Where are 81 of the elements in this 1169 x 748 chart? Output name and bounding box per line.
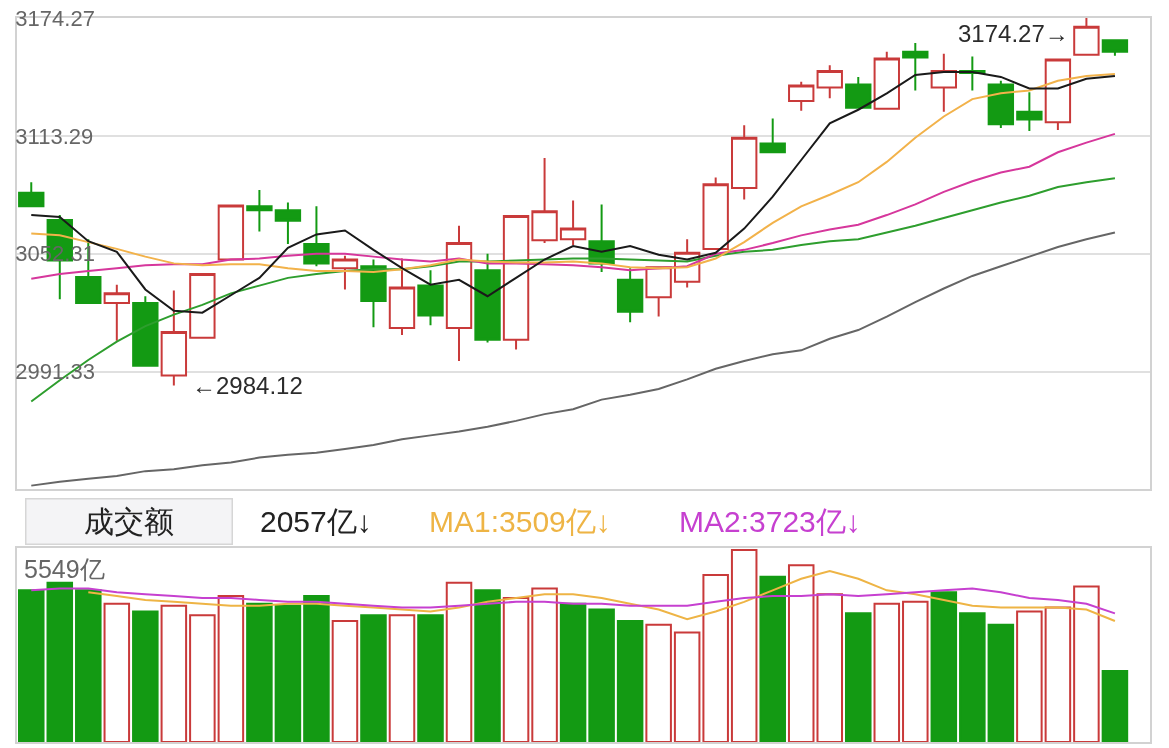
annotation: 3174.27→ [958, 20, 1069, 47]
candlestick [331, 254, 359, 291]
bar [702, 573, 729, 742]
candlestick [388, 257, 416, 336]
bar [730, 548, 758, 742]
candlestick [189, 273, 216, 339]
bar [160, 604, 188, 742]
bar [787, 564, 815, 742]
bar [246, 602, 273, 742]
text: 2057亿↓ [260, 505, 372, 538]
bar [217, 595, 245, 742]
candlestick [1101, 39, 1129, 57]
candlestick [132, 295, 159, 367]
bar [873, 602, 901, 742]
bar [388, 614, 416, 742]
bar [445, 581, 473, 742]
bar [1073, 585, 1100, 742]
bar [1101, 669, 1129, 742]
candlestick [274, 201, 302, 246]
candlestick [246, 188, 273, 233]
bar [559, 602, 587, 742]
candlestick [702, 176, 729, 250]
bar [274, 604, 302, 742]
candlestick [902, 42, 929, 92]
candlestick [1044, 57, 1072, 132]
candlestick [474, 252, 501, 344]
bar [46, 581, 74, 742]
candlestick [930, 52, 958, 113]
candlestick [18, 181, 45, 208]
y-tick-label: 3113.29 [15, 123, 94, 149]
y-tick-label: 3174.27 [15, 5, 95, 31]
candlestick [531, 157, 558, 245]
candlestick [445, 224, 473, 362]
candlestick [873, 50, 900, 110]
bar [132, 610, 159, 742]
bar [360, 614, 387, 742]
bar [1016, 610, 1043, 742]
bar [987, 623, 1015, 742]
bar [303, 595, 330, 742]
candlestick [502, 215, 530, 351]
bar [616, 620, 644, 742]
candlestick [731, 124, 758, 201]
candlestick [816, 64, 843, 100]
bar [645, 623, 672, 742]
bar [816, 593, 844, 742]
candlestick [616, 267, 644, 324]
bar [331, 620, 359, 742]
candlestick [645, 266, 672, 318]
bar [673, 631, 701, 742]
candlestick [303, 205, 330, 268]
bar [502, 596, 530, 742]
candlestick [845, 75, 872, 109]
bar [103, 602, 131, 742]
bar [902, 600, 929, 742]
bar [959, 612, 986, 742]
bar [531, 587, 558, 742]
bar [474, 589, 501, 742]
bar [588, 608, 615, 742]
candlestick [559, 199, 587, 247]
candlestick [759, 117, 786, 154]
candlestick [160, 289, 188, 387]
bar [417, 614, 444, 742]
annotation: 5549亿 [24, 555, 105, 583]
candlestick [1073, 18, 1100, 56]
text: MA1:3509亿↓ [429, 505, 611, 538]
series-label: MA2:3723亿↓ [679, 505, 861, 538]
bar [845, 612, 872, 742]
candlestick [788, 80, 815, 112]
bar [75, 589, 102, 742]
candlestick [217, 203, 245, 261]
bar [930, 591, 958, 742]
candlestick [987, 79, 1015, 130]
bar [1044, 606, 1072, 742]
bar [18, 589, 45, 742]
candlestick [103, 283, 130, 342]
bar [189, 614, 216, 742]
bar [759, 575, 786, 742]
annotation: ←2984.12 [192, 372, 303, 399]
candlestick [1016, 91, 1043, 132]
candlestick [417, 269, 444, 327]
chart-title: 成交额 [84, 505, 174, 538]
